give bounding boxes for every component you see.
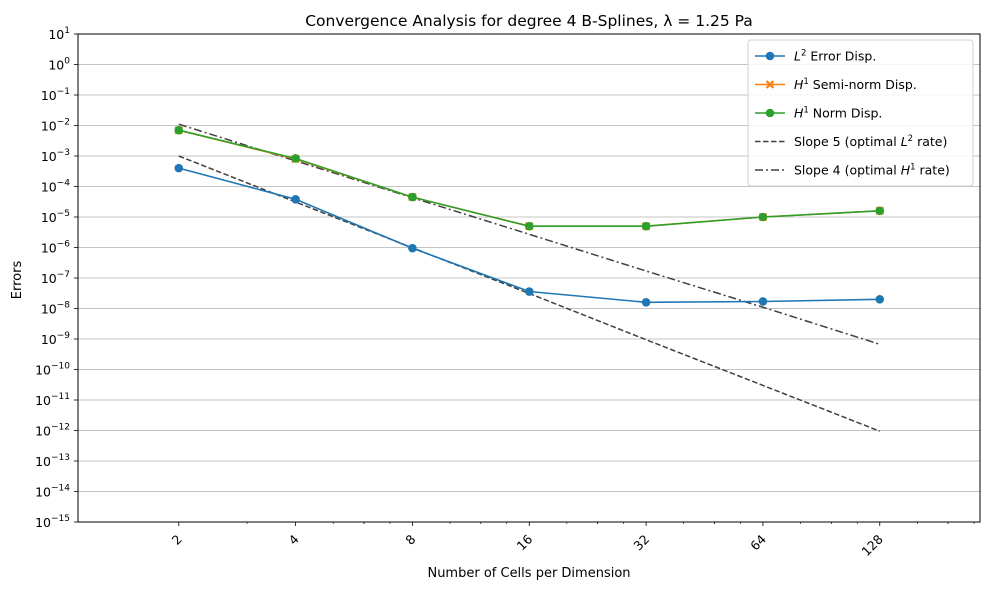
y-tick-label: 10−6	[41, 240, 70, 256]
legend-item: Slope 5 (optimal L2 rate)	[755, 134, 947, 149]
data-point	[524, 221, 534, 231]
data-point	[174, 163, 184, 173]
series-line	[178, 167, 880, 304]
data-point	[408, 243, 417, 253]
y-tick-label: 10−9	[41, 331, 70, 347]
y-tick-label: 10−15	[35, 514, 70, 530]
series-layer	[174, 123, 885, 432]
y-tick-label: 10−10	[35, 362, 70, 378]
data-point	[408, 192, 417, 202]
legend-item: H1 Semi-norm Disp.	[755, 77, 917, 92]
legend: L2 Error Disp. H1 Semi-norm Disp. H1 Norm …	[747, 39, 974, 187]
data-point	[524, 287, 534, 296]
legend-box	[747, 39, 974, 187]
y-tick-label: 101	[48, 26, 70, 42]
data-point	[875, 206, 885, 216]
legend-label: H1 Norm Disp.	[794, 106, 882, 121]
legend-label: Slope 4 (optimal H1 rate)	[794, 163, 950, 178]
x-axis-label: Number of Cells per Dimension	[427, 566, 630, 581]
series-1	[174, 163, 885, 307]
y-tick-label: 10−1	[41, 87, 70, 103]
y-axis: 101 100 10−1 10−2 10−3 10−4 10−5 10−6 10−7 10−8 10…	[35, 26, 78, 530]
y-tick-label: 10−5	[41, 209, 70, 225]
y-tick-label: 10−3	[41, 148, 70, 164]
series-3	[174, 125, 885, 231]
legend-marker	[765, 51, 775, 61]
legend-marker	[765, 80, 775, 89]
series-5	[178, 123, 881, 346]
legend-item: Slope 4 (optimal H1 rate)	[755, 163, 950, 178]
y-tick-label: 10−13	[35, 453, 70, 469]
data-point	[875, 295, 885, 304]
legend-item: H1 Norm Disp.	[755, 106, 882, 121]
data-point	[641, 297, 651, 307]
y-tick-label: 10−12	[35, 423, 70, 439]
data-point	[174, 125, 184, 135]
x-tick-label: 16	[514, 531, 536, 553]
x-tick-label: 4	[285, 531, 301, 547]
x-tick-label: 8	[402, 531, 418, 547]
y-tick-label: 100	[48, 57, 70, 73]
legend-marker	[765, 108, 775, 118]
y-tick-label: 10−2	[41, 118, 70, 134]
x-tick-label: 128	[858, 531, 886, 559]
x-tick-label: 32	[630, 532, 652, 554]
y-axis-label: Errors	[10, 261, 25, 300]
x-tick-label: 2	[169, 532, 185, 548]
data-point	[291, 195, 300, 204]
chart-title: Convergence Analysis for degree 4 B-Spli…	[305, 12, 753, 30]
y-tick-label: 10−7	[41, 270, 70, 286]
legend-label: Slope 5 (optimal L2 rate)	[794, 134, 947, 149]
y-tick-label: 10−8	[41, 301, 70, 317]
y-tick-label: 10−4	[41, 179, 70, 195]
y-tick-label: 10−11	[35, 392, 70, 408]
data-point	[641, 221, 651, 231]
data-point	[758, 297, 768, 306]
legend-item: L2 Error Disp.	[755, 49, 876, 64]
x-tick-label: 64	[747, 531, 769, 553]
y-tick-label: 10−14	[35, 484, 70, 500]
legend-label: H1 Semi-norm Disp.	[794, 77, 917, 92]
data-point	[291, 154, 300, 163]
x-axis: 2 4 8 16 32 64 128	[169, 522, 975, 559]
legend-label: L2 Error Disp.	[794, 49, 876, 64]
series-line	[178, 123, 881, 346]
data-point	[758, 212, 768, 222]
